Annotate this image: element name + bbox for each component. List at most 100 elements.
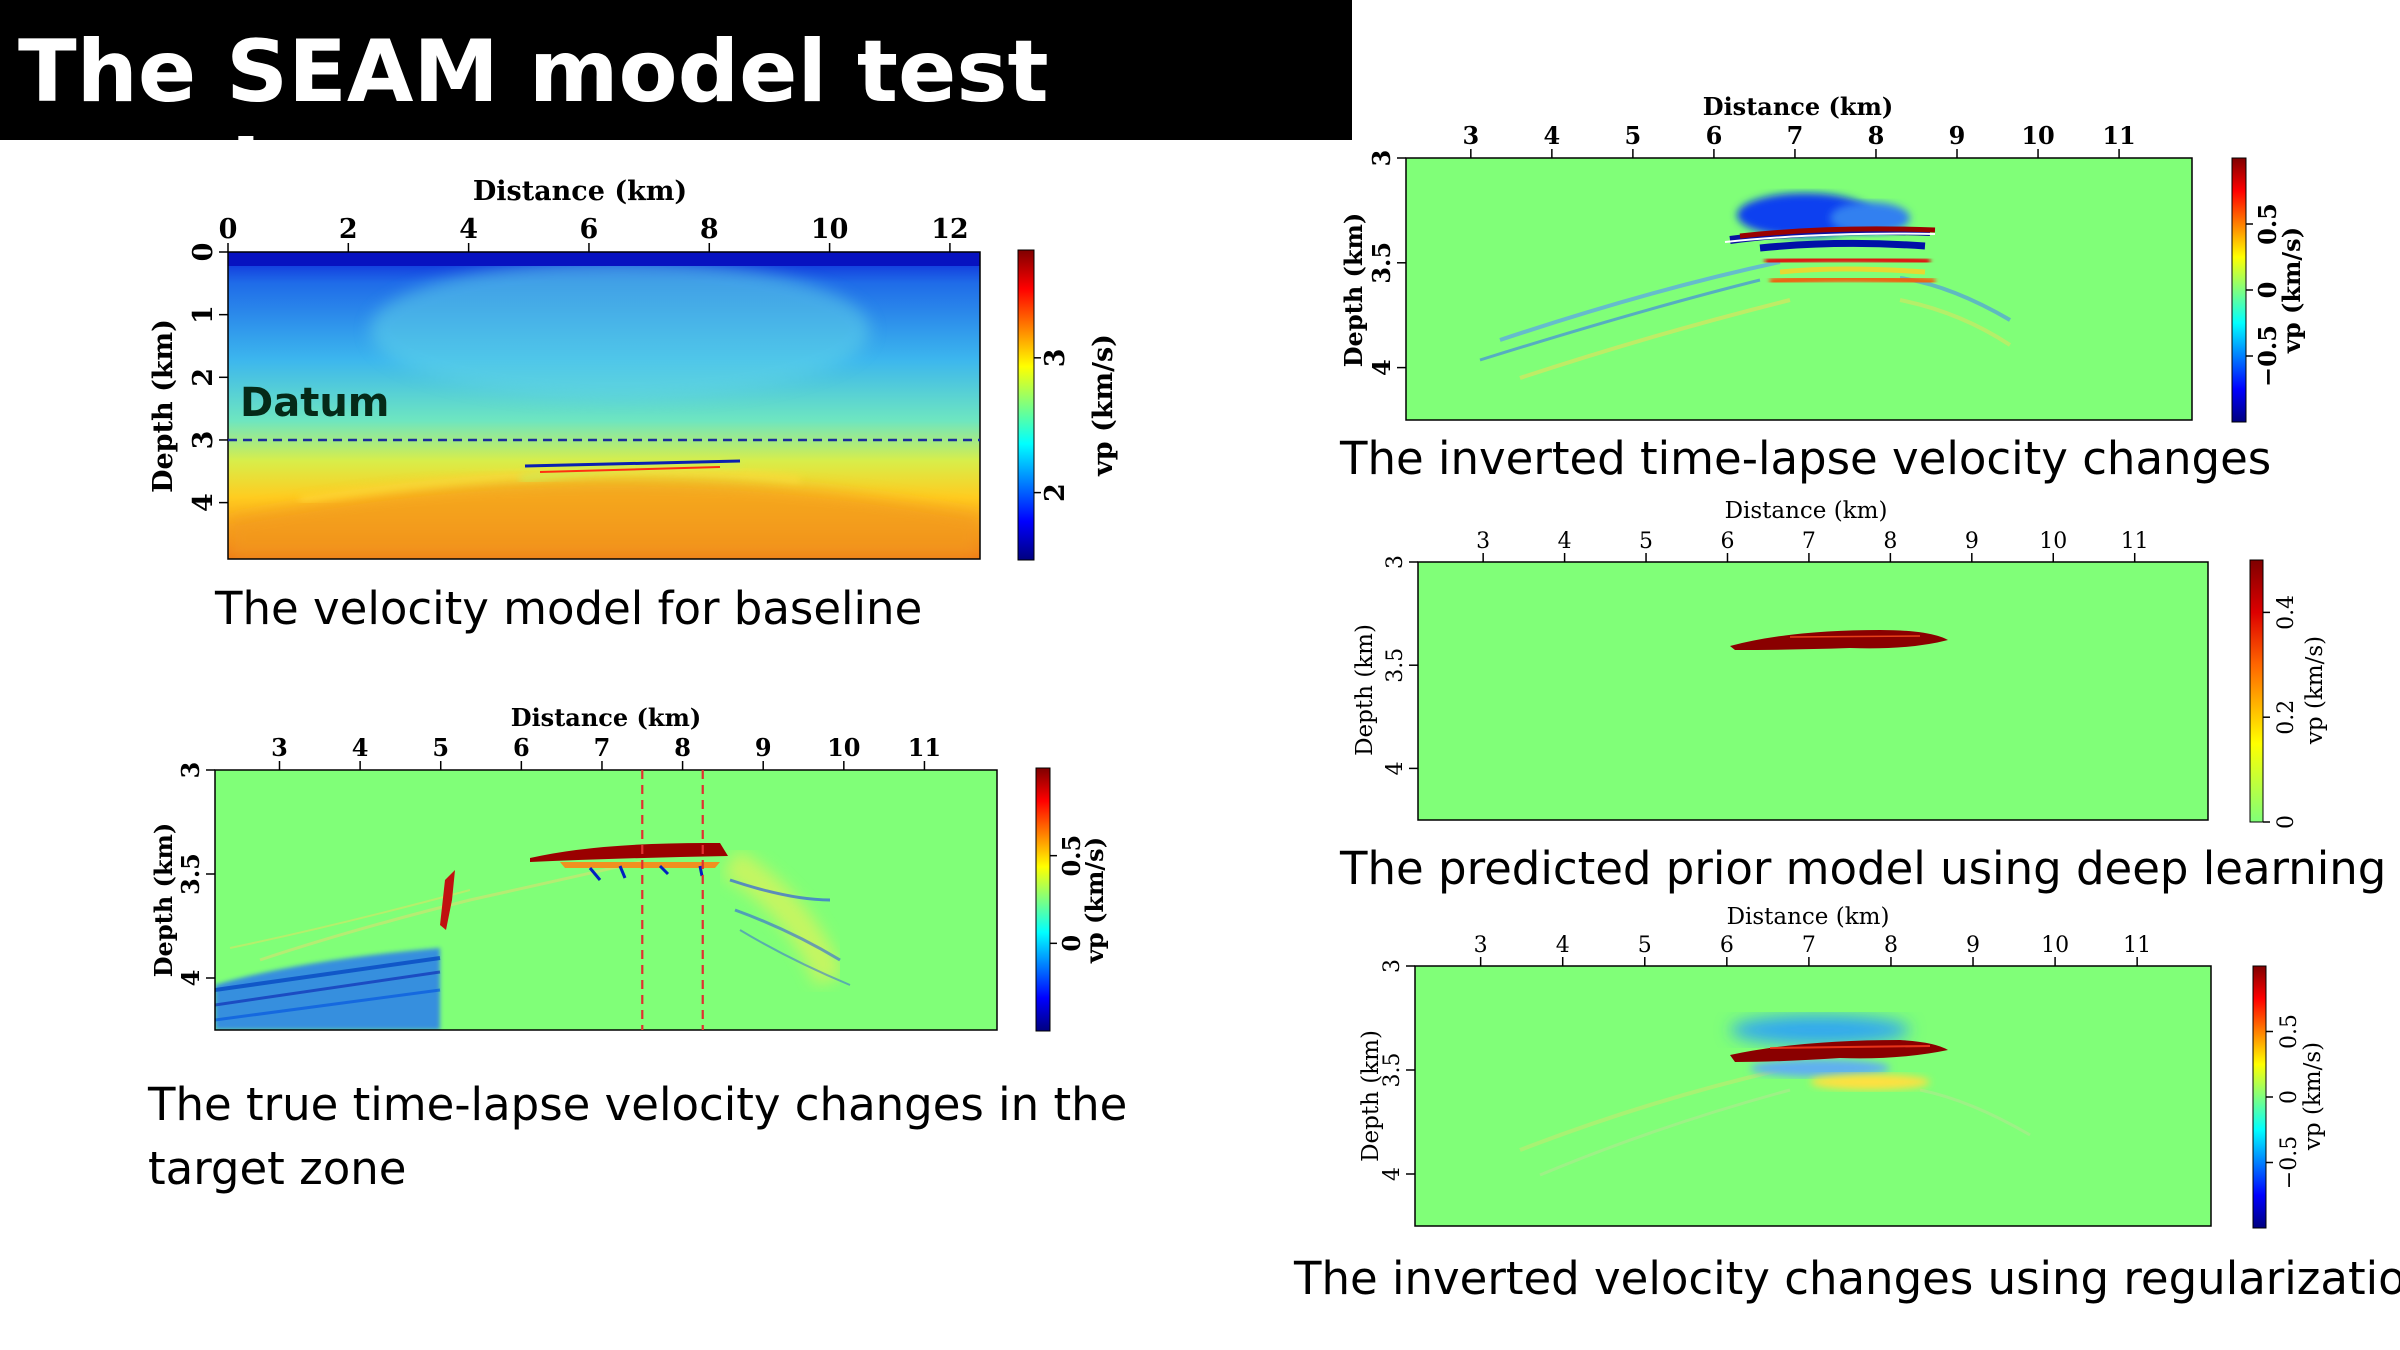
baseline-colorbar bbox=[1017, 249, 1035, 561]
baseline-image bbox=[228, 252, 980, 559]
predicted-image bbox=[1417, 561, 2209, 821]
baseline-colorbar-label: vp (km/s) bbox=[1088, 334, 1119, 477]
true-change-cbar-tick-label: 0 bbox=[1057, 935, 1086, 952]
baseline-xtick-label: 4 bbox=[459, 214, 478, 245]
predicted-xtick-label: 8 bbox=[1883, 529, 1897, 554]
inverted-xlabel: Distance (km) bbox=[1703, 92, 1894, 121]
baseline-ytick-label: 0 bbox=[188, 243, 219, 262]
datum-label: Datum bbox=[240, 380, 389, 426]
true-change-xtick-label: 3 bbox=[271, 733, 288, 762]
inverted-image bbox=[1406, 158, 2192, 420]
true-change-image bbox=[215, 770, 997, 1030]
inverted-xtick-label: 8 bbox=[1868, 121, 1885, 150]
predicted-colorbar-ticks: 0 0.2 0.4 bbox=[2263, 595, 2299, 829]
regularized-ytick-label: 3 bbox=[1380, 959, 1405, 973]
inverted-xtick-label: 5 bbox=[1625, 121, 1642, 150]
predicted-xtick-label: 4 bbox=[1558, 529, 1572, 554]
true-change-ytick-label: 3.5 bbox=[176, 853, 205, 895]
baseline-ytick-label: 3 bbox=[188, 431, 219, 450]
inverted-xtick-label: 4 bbox=[1544, 121, 1561, 150]
inverted-cbar-tick-label: −0.5 bbox=[2253, 325, 2282, 387]
regularized-cbar-tick-label: 0 bbox=[2277, 1090, 2302, 1104]
inverted-xtick-label: 7 bbox=[1787, 121, 1804, 150]
baseline-xtick-label: 0 bbox=[219, 214, 238, 245]
regularized-cbar-tick-label: −0.5 bbox=[2277, 1136, 2302, 1189]
regularized-xtick-label: 3 bbox=[1474, 933, 1488, 958]
regularized-xlabel: Distance (km) bbox=[1727, 904, 1890, 930]
predicted-ytick-label: 3.5 bbox=[1383, 648, 1408, 683]
true-change-xtick-label: 6 bbox=[513, 733, 530, 762]
inverted-cbar-tick-label: 0 bbox=[2253, 282, 2282, 299]
regularized-colorbar-ticks: −0.5 0 0.5 bbox=[2266, 1014, 2302, 1189]
predicted-xtick-label: 7 bbox=[1802, 529, 1816, 554]
predicted-anomaly bbox=[1730, 630, 1948, 650]
true-change-colorbar-ticks: 00.5 bbox=[1050, 835, 1086, 952]
true-change-xtick-label: 11 bbox=[908, 733, 941, 762]
predicted-xtick-label: 10 bbox=[2039, 529, 2067, 554]
predicted-colorbar bbox=[2249, 559, 2264, 823]
true-change-xtick-label: 8 bbox=[674, 733, 691, 762]
predicted-cbar-tick-label: 0.2 bbox=[2274, 700, 2299, 735]
inverted-colorbar bbox=[2231, 157, 2247, 423]
regularized-colorbar bbox=[2252, 965, 2267, 1229]
predicted-panel: 3 4 5 6 7 8 9 10 11 3 3.5 4 Distance (km) Depth (km… bbox=[1352, 498, 2328, 829]
inverted-ytick-label: 3.5 bbox=[1367, 242, 1396, 284]
inverted-ylabel: Depth (km) bbox=[1339, 213, 1368, 368]
inverted-ytick-label: 3 bbox=[1367, 150, 1396, 167]
regularized-axes: 3 4 5 6 7 8 9 10 11 3 3.5 4 bbox=[1380, 933, 2151, 1181]
predicted-xtick-label: 3 bbox=[1476, 529, 1490, 554]
caption-true-change-line1: The true time-lapse velocity changes in … bbox=[148, 1078, 1128, 1131]
baseline-xtick-label: 2 bbox=[339, 214, 358, 245]
baseline-ytick-label: 4 bbox=[188, 493, 219, 512]
baseline-cbar-tick-label: 3 bbox=[1040, 348, 1071, 367]
regularized-xtick-label: 11 bbox=[2123, 933, 2151, 958]
true-change-xtick-label: 7 bbox=[594, 733, 611, 762]
true-change-xtick-label: 9 bbox=[755, 733, 772, 762]
true-change-xtick-label: 4 bbox=[352, 733, 369, 762]
predicted-ylabel: Depth (km) bbox=[1352, 624, 1378, 756]
baseline-cbar-tick-label: 2 bbox=[1040, 483, 1071, 502]
regularized-colorbar-label: vp (km/s) bbox=[2300, 1042, 2326, 1151]
inverted-xtick-label: 3 bbox=[1462, 121, 1479, 150]
regularized-panel: 3 4 5 6 7 8 9 10 11 3 3.5 4 Distance (km) Depth (km… bbox=[1358, 904, 2326, 1229]
inverted-xtick-label: 11 bbox=[2102, 121, 2135, 150]
regularized-xtick-label: 8 bbox=[1884, 933, 1898, 958]
baseline-xtick-label: 6 bbox=[580, 214, 599, 245]
predicted-cbar-tick-label: 0.4 bbox=[2274, 595, 2299, 630]
regularized-image bbox=[1415, 966, 2211, 1226]
predicted-axes: 3 4 5 6 7 8 9 10 11 3 3.5 4 bbox=[1383, 529, 2149, 775]
regularized-cbar-tick-label: 0.5 bbox=[2277, 1014, 2302, 1049]
regularized-ytick-label: 4 bbox=[1380, 1167, 1405, 1181]
regularized-xtick-label: 6 bbox=[1720, 933, 1734, 958]
true-change-ytick-label: 4 bbox=[176, 970, 205, 987]
regularized-xtick-label: 10 bbox=[2041, 933, 2069, 958]
true-change-colorbar-label: vp (km/s) bbox=[1080, 837, 1109, 964]
regularized-ytick-label: 3.5 bbox=[1380, 1053, 1405, 1088]
true-change-panel: 3 4 5 6 7 8 9 10 11 3 3.5 4 Distance (km) Depth (km… bbox=[149, 703, 1109, 1032]
inverted-colorbar-label: vp (km/s) bbox=[2277, 227, 2306, 354]
predicted-xtick-label: 5 bbox=[1639, 529, 1653, 554]
predicted-ytick-label: 4 bbox=[1383, 761, 1408, 775]
predicted-xtick-label: 9 bbox=[1965, 529, 1979, 554]
baseline-colorbar-ticks: 23 bbox=[1034, 348, 1071, 502]
inverted-panel: 3 4 5 6 7 8 9 10 11 3 3.5 4 Distance (km) Depth (km… bbox=[1339, 92, 2306, 423]
predicted-xtick-label: 11 bbox=[2121, 529, 2149, 554]
caption-regularized: The inverted velocity changes using regu… bbox=[1294, 1252, 2400, 1305]
true-change-xlabel: Distance (km) bbox=[511, 703, 702, 732]
true-change-xtick-label: 5 bbox=[432, 733, 449, 762]
predicted-xlabel: Distance (km) bbox=[1725, 498, 1888, 524]
inverted-xtick-label: 10 bbox=[2021, 121, 2054, 150]
true-change-ytick-label: 3 bbox=[176, 762, 205, 779]
predicted-xtick-label: 6 bbox=[1720, 529, 1734, 554]
regularized-ylabel: Depth (km) bbox=[1358, 1030, 1384, 1162]
inverted-ytick-label: 4 bbox=[1367, 359, 1396, 376]
caption-true-change-line2: target zone bbox=[148, 1142, 407, 1195]
inverted-colorbar-ticks: −0.5 0 0.5 bbox=[2246, 203, 2282, 387]
inverted-axes: 3 4 5 6 7 8 9 10 11 3 3.5 4 bbox=[1367, 121, 2136, 376]
caption-baseline: The velocity model for baseline bbox=[215, 582, 923, 635]
true-change-cbar-tick-label: 0.5 bbox=[1057, 835, 1086, 877]
predicted-cbar-tick-label: 0 bbox=[2274, 815, 2299, 829]
